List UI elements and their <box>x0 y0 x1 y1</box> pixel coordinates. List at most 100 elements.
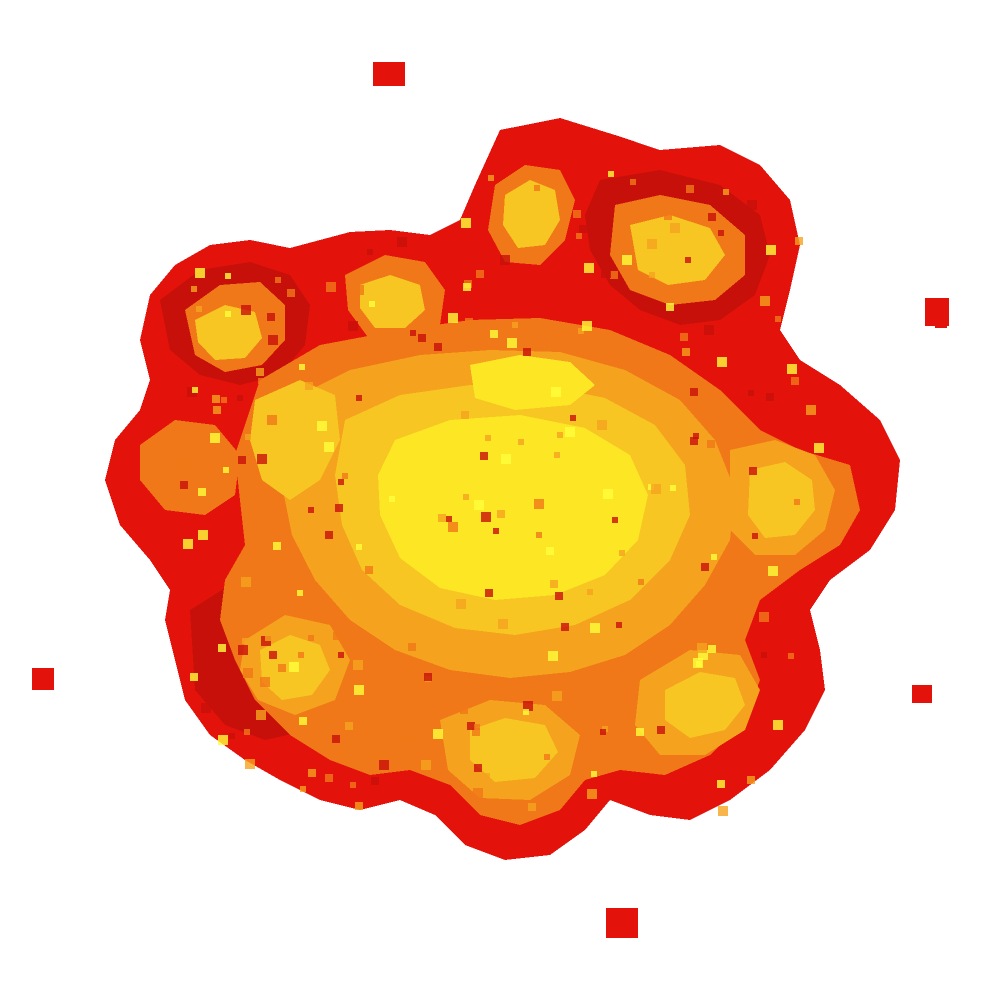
speckle-pixel <box>550 580 558 588</box>
speckle-pixel <box>760 296 770 306</box>
speckle-pixel <box>685 257 691 263</box>
speckle-pixel <box>690 388 698 396</box>
speckle-pixel <box>218 644 226 652</box>
speckle-pixel <box>242 638 248 644</box>
speckle-pixel <box>708 645 716 653</box>
speckle-pixel <box>616 622 622 628</box>
speckle-pixel <box>704 325 714 335</box>
speckle-pixel <box>766 393 774 401</box>
speckle-pixel <box>670 485 676 491</box>
explosion-speckles <box>180 171 824 816</box>
yellow-left-lobe <box>195 305 262 360</box>
speckle-pixel <box>701 563 709 571</box>
speckle-pixel <box>603 489 613 499</box>
speckle-pixel <box>718 806 728 816</box>
speckle-pixel <box>696 661 702 667</box>
speckle-pixel <box>584 263 594 273</box>
speckle-pixel <box>552 691 562 701</box>
speckle-pixel <box>465 318 473 326</box>
speckle-pixel <box>183 539 193 549</box>
speckle-pixel <box>229 733 235 739</box>
speckle-pixel <box>324 442 334 452</box>
speckle-pixel <box>718 230 724 236</box>
speckle-pixel <box>468 642 476 650</box>
speckle-pixel <box>201 703 211 713</box>
debris-pixel <box>606 908 638 938</box>
speckle-pixel <box>554 452 560 458</box>
speckle-pixel <box>788 653 794 659</box>
speckle-pixel <box>463 494 469 500</box>
speckle-pixel <box>507 338 517 348</box>
yellow-top-center <box>360 275 425 328</box>
speckle-pixel <box>807 465 813 471</box>
speckle-pixel <box>587 789 597 799</box>
speckle-pixel <box>245 434 251 440</box>
speckle-pixel <box>225 311 231 317</box>
speckle-pixel <box>225 273 231 279</box>
speckle-pixel <box>289 662 299 672</box>
speckle-pixel <box>787 364 797 374</box>
speckle-pixel <box>600 219 608 227</box>
speckle-pixel <box>353 660 363 670</box>
speckle-pixel <box>332 735 340 743</box>
speckle-pixel <box>333 632 341 640</box>
speckle-pixel <box>267 313 275 321</box>
speckle-pixel <box>338 652 344 658</box>
speckle-pixel <box>298 652 304 658</box>
speckle-pixel <box>503 655 511 663</box>
speckle-pixel <box>775 316 781 322</box>
speckle-pixel <box>565 427 575 437</box>
speckle-pixel <box>198 530 208 540</box>
speckle-pixel <box>424 673 432 681</box>
speckle-pixel <box>534 499 544 509</box>
speckle-pixel <box>747 776 755 784</box>
speckle-pixel <box>350 782 356 788</box>
speckle-pixel <box>795 559 803 567</box>
speckle-pixel <box>354 685 364 695</box>
speckle-pixel <box>273 542 281 550</box>
speckle-pixel <box>256 710 266 720</box>
speckle-pixel <box>365 566 373 574</box>
speckle-pixel <box>711 284 719 292</box>
speckle-pixel <box>576 233 582 239</box>
yellow-top-right-lobe <box>630 215 725 285</box>
speckle-pixel <box>326 282 336 292</box>
speckle-pixel <box>192 387 198 393</box>
speckle-pixel <box>180 458 190 468</box>
speckle-pixel <box>536 532 542 538</box>
speckle-pixel <box>237 395 243 401</box>
speckle-pixel <box>476 270 484 278</box>
yellow-bottom-center <box>470 718 558 782</box>
speckle-pixel <box>248 271 254 277</box>
speckle-pixel <box>238 456 246 464</box>
speckle-pixel <box>485 589 493 597</box>
speckle-pixel <box>682 348 690 356</box>
highlight-upper-core <box>470 355 595 410</box>
speckle-pixel <box>636 728 644 736</box>
speckle-pixel <box>243 668 253 678</box>
speckle-pixel <box>795 237 803 245</box>
yellow-bottom-right <box>665 672 745 738</box>
speckle-pixel <box>794 499 800 505</box>
speckle-pixel <box>461 218 471 228</box>
speckle-pixel <box>379 760 389 770</box>
speckle-pixel <box>274 380 280 386</box>
speckle-pixel <box>723 189 729 195</box>
speckle-pixel <box>697 643 707 653</box>
speckle-pixel <box>397 237 407 247</box>
speckle-pixel <box>711 554 717 560</box>
speckle-pixel <box>555 592 563 600</box>
speckle-pixel <box>382 371 392 381</box>
speckle-pixel <box>490 330 498 338</box>
speckle-pixel <box>761 652 767 658</box>
speckle-pixel <box>338 479 344 485</box>
speckle-pixel <box>707 440 715 448</box>
speckle-pixel <box>308 635 314 641</box>
speckle-pixel <box>759 612 769 622</box>
speckle-pixel <box>557 432 563 438</box>
explosion-debris <box>32 62 949 938</box>
speckle-pixel <box>269 651 277 659</box>
speckle-pixel <box>497 510 505 518</box>
speckle-pixel <box>299 364 305 370</box>
